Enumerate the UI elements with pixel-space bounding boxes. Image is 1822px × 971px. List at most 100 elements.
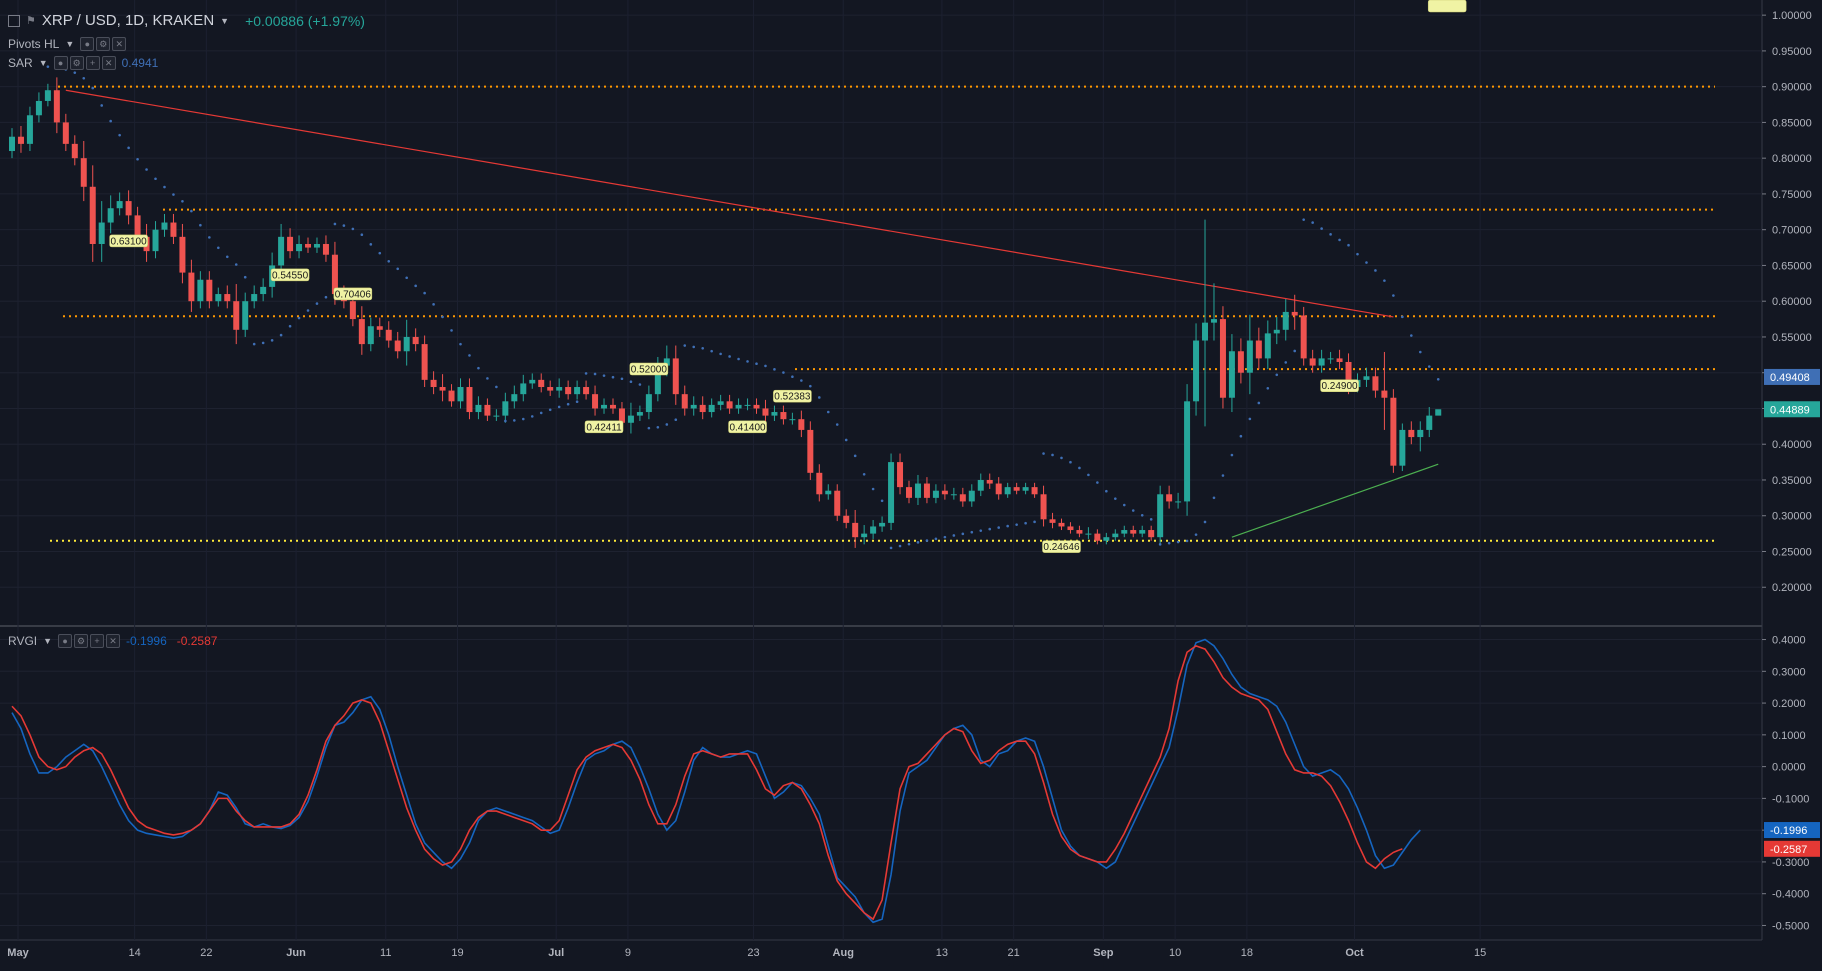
pivot-label-box [1427,0,1467,13]
sar-dot [1042,452,1045,455]
rvgi-signal-value: -0.2587 [176,634,218,648]
candle-body [681,394,688,409]
pivots-legend[interactable]: Pivots HL ▼ ● ⚙ ✕ [8,37,127,51]
sar-dot [351,227,355,231]
gear-icon[interactable]: ⚙ [96,37,111,51]
candle-body [618,408,625,423]
candle-body [1336,358,1343,362]
collapse-icon[interactable] [8,14,20,27]
candle-body [1013,487,1020,491]
chevron-down-icon[interactable]: ▼ [65,39,75,49]
chevron-down-icon[interactable]: ▼ [38,58,48,68]
price-tick-label: 0.90000 [1772,82,1812,94]
chevron-down-icon[interactable]: ▼ [220,15,230,26]
sar-dot [943,535,947,539]
eye-icon[interactable]: ● [80,37,95,51]
candle-body [1372,376,1379,391]
time-tick-label: 23 [747,947,759,959]
time-tick-label: 21 [1008,947,1020,959]
sar-dot [504,419,507,423]
candle-body [798,419,805,430]
candle-body [816,472,823,495]
sar-dot [683,344,687,347]
candle-body [1246,340,1253,373]
candle-body [170,222,177,237]
gear-icon[interactable]: ⚙ [74,634,89,648]
sar-dot [889,546,893,550]
candle-body [1237,351,1244,373]
sar-dot [782,371,785,374]
pivot-label-box [333,287,373,301]
candle-body [1004,487,1011,495]
candle-body [672,358,679,395]
candle-body [1049,519,1056,523]
candle-body [116,201,123,209]
sar-dot [234,263,238,266]
plus-icon[interactable]: + [85,56,100,70]
symbol-legend[interactable]: ⚑ XRP / USD, 1D, KRAKEN ▼ +0.00886 (+1.9… [8,12,365,29]
sar-dot [1006,524,1009,528]
sar-dot [1320,227,1323,230]
candle-body [870,526,877,534]
price-tick-label: 0.75000 [1772,189,1812,201]
symbol-title[interactable]: XRP / USD, 1D, KRAKEN [41,12,215,29]
close-icon[interactable]: ✕ [112,37,127,51]
sar-dot [252,342,256,346]
candle-body [1345,361,1352,388]
sar-dot [566,402,570,406]
sar-dot [1176,540,1180,544]
price-tick-label: 0.30000 [1772,511,1812,523]
candle-body [950,494,957,496]
sar-dot [997,526,1000,529]
pivot-label-box [629,362,669,376]
pivot-label-text: 0.52000 [631,365,668,376]
candle-body [789,419,796,421]
close-icon[interactable]: ✕ [101,56,116,70]
candle-body [1076,530,1083,534]
sar-dot [1418,350,1422,354]
sar-dot [127,146,130,150]
candle-body [224,294,231,302]
pivot-label-text: 0.54550 [272,270,309,281]
sar-dot [1185,539,1189,543]
candle-body [278,236,285,266]
candle-body [9,136,15,152]
candle-body [1193,340,1200,402]
rvgi-legend[interactable]: RVGI ▼ ● ⚙ + ✕ -0.1996 -0.2587 [8,634,217,648]
sar-dot [629,380,633,384]
sar-dot [46,65,50,68]
rvgi-label[interactable]: RVGI [8,634,38,648]
sar-dot [154,177,157,181]
candle-body [574,387,581,395]
candle-body [1040,494,1047,520]
price-tick-label: 0.40000 [1772,439,1812,451]
time-tick-label: 15 [1474,947,1486,959]
candle-body [1390,397,1397,466]
candle-body [1130,530,1137,534]
pivots-label[interactable]: Pivots HL [8,37,60,51]
candle-body [511,394,518,402]
sar-label[interactable]: SAR [8,56,33,70]
candle-body [179,236,186,273]
sar-dot [1194,533,1198,536]
rvgi-value-tag-text: -0.2587 [1770,844,1807,856]
candle-body [1381,390,1388,398]
eye-icon[interactable]: ● [53,56,68,70]
sar-dot [871,487,875,491]
sar-legend[interactable]: SAR ▼ ● ⚙ + ✕ 0.4941 [8,56,158,70]
gear-icon[interactable]: ⚙ [69,56,84,70]
flag-icon[interactable]: ⚑ [26,15,36,27]
time-tick-label: 14 [128,947,140,959]
candle-body [502,401,509,416]
pivot-label-text: 0.24646 [1043,542,1080,553]
candle-body [53,90,60,123]
candle-body [726,401,733,409]
close-icon[interactable]: ✕ [106,634,121,648]
candle-body [1210,319,1217,323]
sar-dot [145,168,148,171]
chevron-down-icon[interactable]: ▼ [43,636,53,646]
sar-dot [898,544,902,548]
plus-icon[interactable]: + [90,634,105,648]
eye-icon[interactable]: ● [58,634,73,648]
